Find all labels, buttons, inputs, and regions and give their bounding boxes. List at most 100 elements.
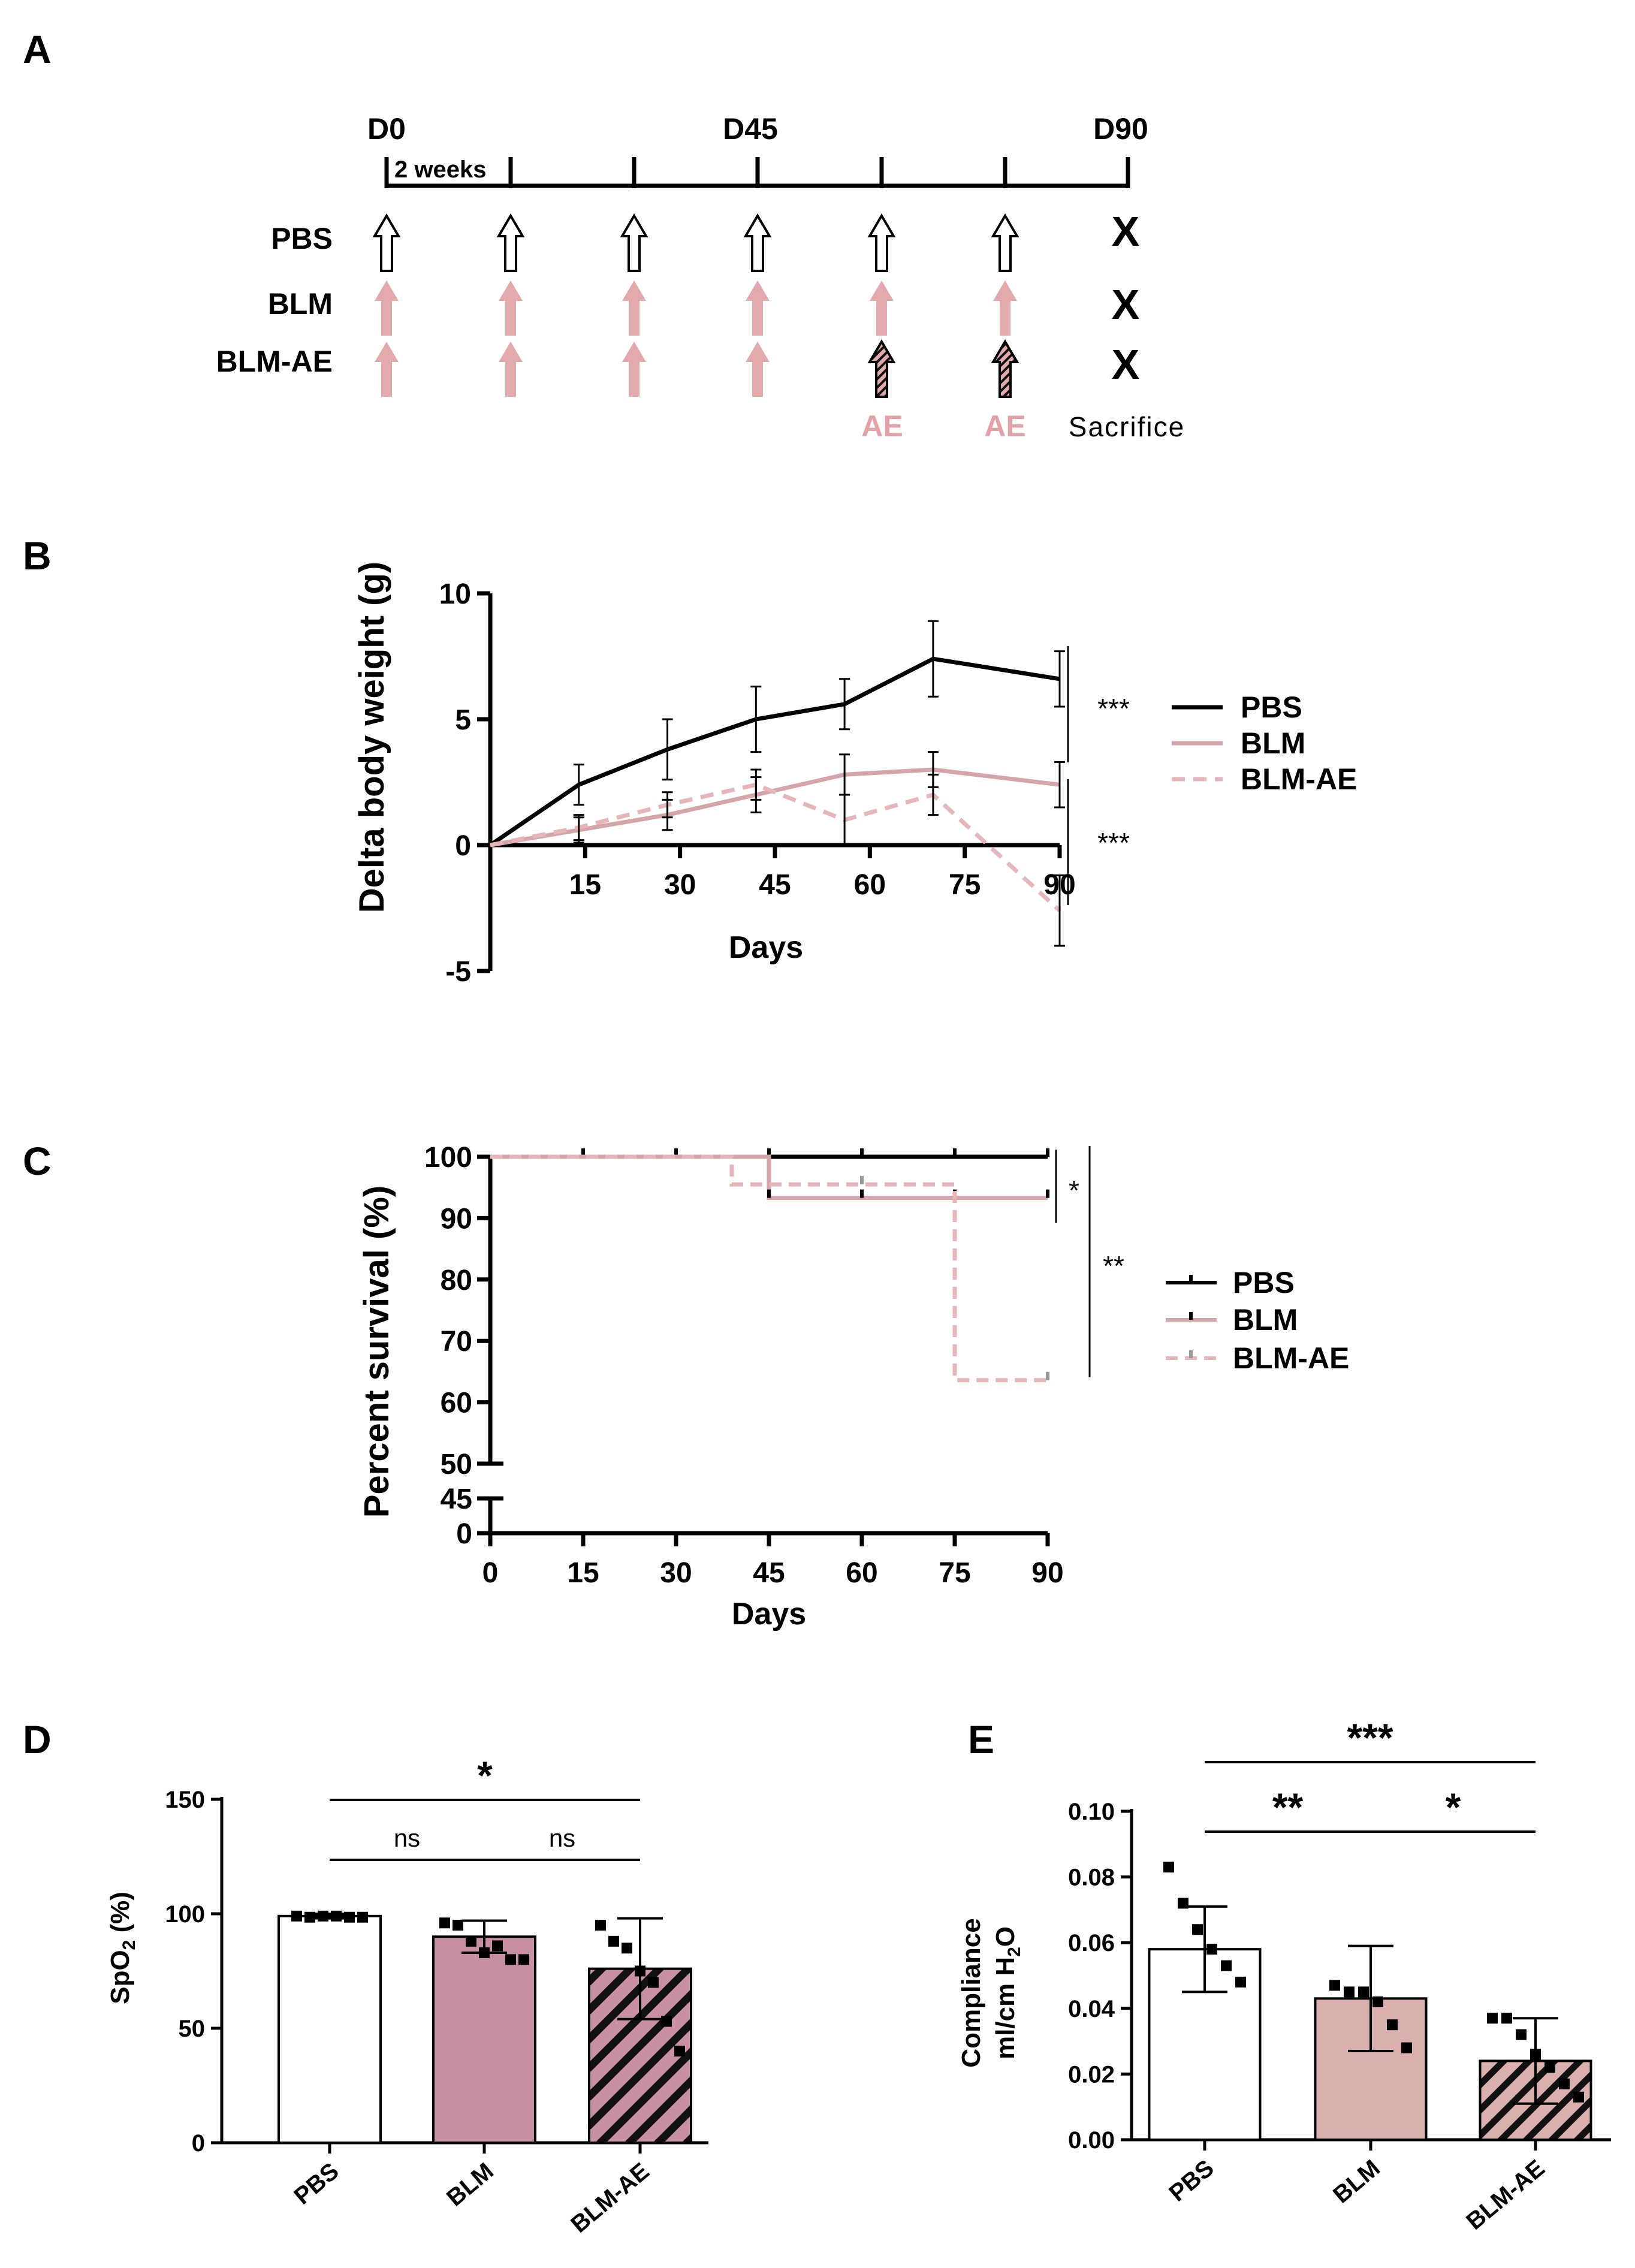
legend-b-label-blm: BLM: [1241, 726, 1305, 760]
chart-e-data-point: [1178, 1898, 1188, 1909]
chart-d-data-point: [357, 1911, 368, 1923]
chart-d-data-point: [479, 1947, 490, 1958]
arrow-pbs-3: [743, 213, 772, 272]
arrow-blm-0: [375, 281, 399, 336]
chart-e-data-point: [1573, 2091, 1584, 2103]
chart-e-data-point: [1358, 1986, 1369, 1998]
chart-d-bar-pbs: [277, 1914, 382, 2145]
timeline-day-d45: D45: [723, 112, 778, 146]
chart-b-line-1: [490, 767, 1060, 848]
chart-e-data-point: [1501, 2013, 1512, 2024]
chart-b-sig-2: ***: [1097, 827, 1130, 858]
legend-c-label-pbs: PBS: [1233, 1266, 1295, 1299]
chart-d-data-point: [505, 1954, 516, 1965]
group-label-pbs: PBS: [271, 222, 333, 255]
compliance-bar-chart: 0.00 0.02 0.04 0.06 0.08 0.10 Compliance ml/c…: [957, 1715, 1611, 2235]
chart-e-ylabel: Compliance: [957, 1918, 986, 2067]
chart-e-data-point: [1329, 1980, 1340, 1991]
arrow-pbs-2: [620, 213, 648, 272]
chart-b-x-tick-label: 15: [569, 869, 601, 901]
chart-d-data-point: [635, 1965, 645, 1977]
legend-c-swatch-blm: [1166, 1312, 1217, 1322]
chart-d-category-label: PBS: [289, 2158, 343, 2210]
chart-d-data-point: [518, 1954, 529, 1965]
chart-d-data-point: [453, 1920, 463, 1931]
arrow-blm-1: [499, 281, 523, 336]
chart-e-ylabel-2-sub: 2: [1004, 1947, 1024, 1957]
chart-c-x-tick-label: 15: [567, 1557, 599, 1589]
panel-label-c: C: [23, 1139, 52, 1183]
chart-e-data-point: [1206, 1944, 1217, 1955]
chart-d-data-point: [304, 1911, 315, 1923]
chart-e-data-point: [1401, 2042, 1412, 2053]
chart-c-sig-1: *: [1069, 1175, 1079, 1206]
chart-d-ylabel: SpO2 (%): [105, 1892, 139, 2004]
chart-d-y-tick-label: 50: [179, 2016, 206, 2042]
chart-e-data-point: [1559, 2078, 1570, 2089]
chart-d-data-point: [318, 1910, 328, 1922]
chart-e-data-point: [1344, 1986, 1355, 1998]
chart-e-data-point: [1530, 2049, 1541, 2060]
chart-d-ylabel-sub: 2: [119, 1940, 139, 1950]
chart-c-ylabel: Percent survival (%): [357, 1186, 396, 1518]
chart-c-x-tick-label: 45: [753, 1557, 785, 1589]
sacrifice-mark-pbs: X: [1112, 208, 1140, 255]
arrow-pbs-5: [991, 213, 1019, 272]
chart-c-x-tick-label: 0: [482, 1557, 499, 1589]
chart-e-sig-label: **: [1272, 1785, 1304, 1829]
chart-e-data-point: [1192, 1924, 1203, 1935]
chart-c-y-tick-label: 45: [441, 1483, 472, 1515]
chart-d-data-point: [648, 1977, 659, 1988]
chart-d-data-point: [608, 1935, 619, 1947]
chart-e-ylabel-2-end: O: [991, 1926, 1020, 1947]
timeline-day-d90: D90: [1093, 112, 1148, 146]
group-label-blm: BLM: [268, 287, 333, 321]
chart-e-data-point: [1544, 2062, 1555, 2073]
chart-c-y-tick-label: 90: [441, 1203, 472, 1235]
chart-d-category-label: BLM: [442, 2158, 499, 2211]
chart-c-x-tick-label: 30: [660, 1557, 692, 1589]
chart-e-data-point: [1372, 1996, 1383, 2007]
chart-e-data-point: [1387, 2019, 1398, 2031]
legend-c-label-blm: BLM: [1233, 1303, 1298, 1337]
chart-d-data-point: [291, 1910, 302, 1922]
chart-d-sig-label: *: [477, 1753, 493, 1797]
chart-e-ylabel-2-main: ml/cm H: [991, 1957, 1020, 2059]
chart-e-y-tick-label: 0.06: [1068, 1930, 1115, 1956]
chart-c-y-tick-label: 50: [441, 1449, 472, 1480]
sacrifice-mark-blm: X: [1112, 281, 1140, 328]
chart-d-data-point: [492, 1940, 503, 1952]
chart-e-category-label: BLM-AE: [1461, 2155, 1549, 2235]
chart-e-y-tick-label: 0.10: [1068, 1799, 1115, 1825]
chart-b-sig-1: ***: [1097, 693, 1130, 724]
chart-d-sig-label: ns: [549, 1824, 575, 1852]
chart-c-y-tick-label: 100: [424, 1142, 472, 1174]
chart-e-y-tick-label: 0.00: [1068, 2127, 1115, 2154]
chart-e-data-point: [1235, 1976, 1246, 1987]
chart-b-x-tick-label: 60: [854, 869, 886, 901]
arrow-blm-ae-4: [867, 339, 896, 398]
spo2-bar-chart: 0 50 100 150 SpO2 (%) PBS BLM BLM-AE ns ns *: [105, 1753, 708, 2238]
chart-c-y-tick-label: 60: [441, 1388, 472, 1419]
panel-label-e: E: [968, 1717, 994, 1762]
chart-d-data-point: [661, 2016, 672, 2027]
chart-c-sig-2: **: [1103, 1250, 1124, 1281]
chart-d-data-point: [331, 1910, 342, 1922]
chart-d-data-point: [439, 1917, 450, 1929]
group-label-blm-ae: BLM-AE: [216, 345, 333, 378]
arrow-pbs-4: [867, 213, 896, 272]
chart-d-data-point: [344, 1911, 355, 1923]
sacrifice-label: Sacrifice: [1069, 411, 1185, 442]
chart-d-ylabel-main: SpO: [105, 1950, 135, 2004]
chart-d-category-label: BLM-AE: [566, 2158, 654, 2238]
chart-d-bar-blm: [432, 1935, 536, 2144]
chart-e-sig-label: ***: [1347, 1715, 1393, 1760]
chart-c-y-tick-label: 80: [441, 1265, 472, 1296]
chart-c-y-tick-label: 0: [456, 1518, 472, 1550]
chart-e-sig-label: *: [1446, 1785, 1461, 1829]
chart-e-ylabel-2: ml/cm H2O: [991, 1926, 1024, 2059]
arrow-blm-3: [746, 281, 770, 336]
chart-d-ylabel-unit: (%): [105, 1892, 135, 1940]
